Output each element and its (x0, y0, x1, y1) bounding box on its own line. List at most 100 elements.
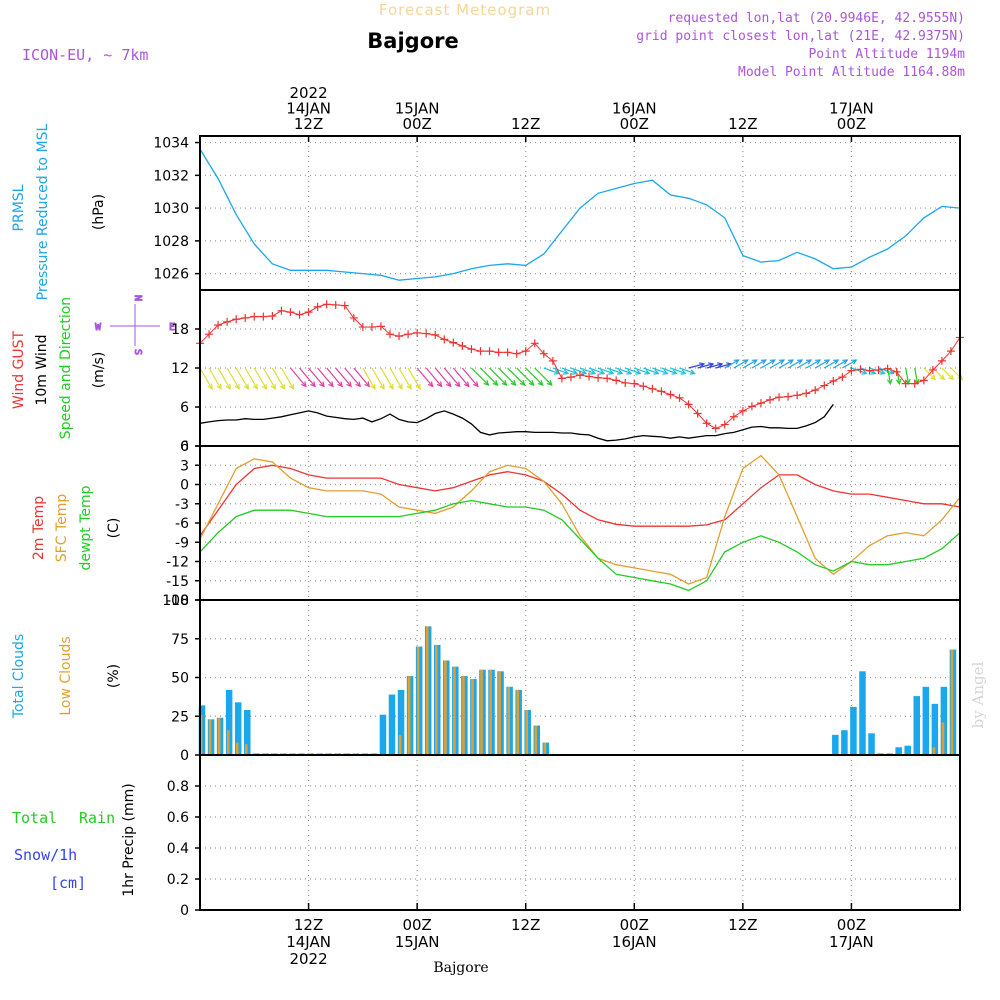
wind-arrow-head (662, 369, 669, 375)
ytick-label: 12 (171, 361, 189, 377)
gust-marker (431, 330, 440, 339)
temp2m-label: 2m Temp (31, 496, 47, 560)
wind-arrow-head (742, 359, 749, 365)
precip-total-label: Total (12, 809, 57, 827)
wind-arrow-head (397, 383, 403, 390)
low-cloud-bar (244, 744, 248, 755)
clouds-panel (198, 626, 957, 755)
ytick-label: 0 (180, 748, 189, 764)
ytick-label: -18 (166, 593, 189, 609)
gust-marker (223, 317, 232, 326)
wind-arrow-head (370, 383, 376, 390)
time-label-bottom: 15JAN (395, 933, 440, 951)
gust-marker (331, 300, 340, 309)
wind-dir-label: Speed and Direction (58, 297, 74, 439)
wind-arrow-head (769, 359, 776, 365)
wind-arrow (751, 359, 767, 369)
wind-arrow (317, 367, 334, 387)
wind-arrow (461, 367, 479, 387)
time-label-top: 12Z (511, 115, 540, 133)
time-label-bottom: 17JAN (829, 933, 874, 951)
ytick-label: -6 (175, 516, 189, 532)
gust-marker (440, 335, 449, 344)
wind-arrow-head (930, 374, 937, 381)
gust-marker (775, 393, 784, 402)
wind-arrow-head (671, 369, 678, 375)
wind-arrow (842, 359, 857, 369)
pressure-line (199, 148, 961, 281)
wind-arrow (634, 367, 650, 375)
gust-marker (539, 349, 548, 358)
gust-marker (711, 424, 720, 433)
ytick-label: 0.4 (167, 841, 189, 857)
wind-arrow-head (888, 369, 895, 375)
gust-marker (648, 384, 657, 393)
total-cloud-bar (913, 696, 921, 755)
total-cloud-bar (388, 694, 396, 755)
total-cloud-bar (859, 671, 866, 755)
wind-arrow-head (261, 383, 267, 390)
wind-arrow (425, 367, 443, 387)
clouds-unit: (%) (106, 664, 122, 688)
compass-n: N (132, 295, 143, 301)
wind-arrow-head (689, 369, 696, 375)
gust-marker (892, 367, 901, 376)
wind-arrow-head (519, 380, 526, 386)
ytick-label: -15 (166, 574, 189, 590)
gust-marker (901, 379, 910, 388)
wind-arrow-head (427, 381, 434, 388)
total-cloud-bar (931, 703, 939, 755)
time-label-bottom: 00Z (620, 916, 649, 934)
wind-arrow (217, 367, 231, 390)
low-cloud-bar (453, 666, 456, 755)
time-label-bottom: 16JAN (612, 933, 657, 951)
wind-arrow-head (546, 380, 553, 386)
bottom-location: Bajgore (433, 960, 488, 976)
wind-arrow-head (617, 369, 624, 375)
gust-marker (503, 348, 512, 357)
total-cloud-bar (922, 686, 930, 755)
wind-arrow (769, 359, 785, 369)
gust-marker (747, 402, 756, 411)
total-cloud-bar (832, 734, 839, 755)
wind-arrow (344, 367, 361, 387)
wind-arrow (398, 367, 412, 390)
wind-arrow-head (528, 380, 535, 386)
gust-marker (675, 393, 684, 402)
gust-marker (793, 391, 802, 400)
wind-arrow (878, 367, 894, 375)
pressure-unit: (hPa) (91, 194, 107, 230)
total-cloud-bar (243, 710, 251, 755)
grid-point-lonlat: grid point closest lon,lat (21E, 42.9375… (636, 29, 965, 44)
panel-frame (199, 135, 961, 291)
wind-arrow-head (379, 383, 385, 390)
temp2m-line (199, 464, 961, 537)
ytick-label: 0.6 (167, 810, 189, 826)
pressure-label-1: PRMSL (11, 184, 27, 231)
gust-marker (829, 377, 838, 385)
total-cloud-bar (225, 689, 233, 755)
wind-arrow (253, 367, 267, 390)
wind-arrow (715, 363, 732, 369)
gust-marker (928, 365, 937, 374)
wind-arrow (489, 367, 507, 386)
low-cloud-bar (217, 717, 221, 755)
wind-arrow-head (861, 369, 868, 375)
wind-arrow-head (252, 383, 258, 390)
total-cloud-bar (234, 702, 242, 755)
gust-marker (512, 349, 521, 358)
low-cloud-bar (444, 660, 447, 755)
wind-arrow-head (805, 359, 813, 365)
wind-arrow (353, 367, 370, 387)
gust-marker (847, 366, 856, 375)
gust-marker (657, 387, 666, 396)
ytick-label: -9 (175, 535, 189, 551)
wind-arrow-head (279, 383, 286, 390)
wind-arrow-head (445, 381, 452, 388)
precip-rain-label: Rain (79, 809, 115, 827)
wind-arrow (661, 367, 677, 375)
ytick-label: 100 (162, 593, 189, 609)
gust-marker (557, 374, 566, 383)
ytick-label: 3 (180, 458, 189, 474)
low-cloud-bar (208, 719, 212, 755)
